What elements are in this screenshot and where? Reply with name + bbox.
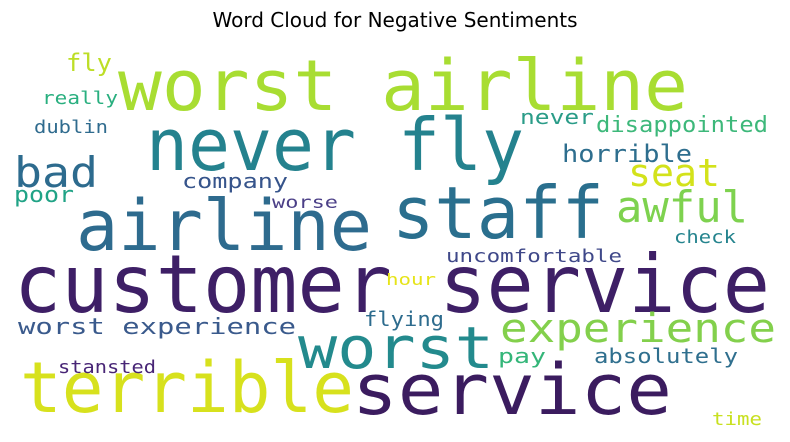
- cloud-word-staff: staff: [392, 171, 604, 255]
- cloud-word-really: really: [42, 88, 118, 109]
- cloud-word-dublin: dublin: [34, 117, 108, 138]
- cloud-word-never: never: [520, 105, 594, 129]
- cloud-word-hour: hour: [386, 270, 436, 289]
- cloud-word-worse: worse: [272, 193, 338, 213]
- cloud-word-horrible: horrible: [562, 140, 692, 168]
- cloud-word-pay: pay: [498, 344, 546, 368]
- cloud-word-stansted: stansted: [58, 357, 156, 378]
- cloud-word-customer-service: customer service: [14, 238, 770, 331]
- cloud-word-terrible: terrible: [20, 347, 354, 429]
- cloud-word-worst-airline: worst airline: [118, 45, 688, 127]
- cloud-word-never-fly: never fly: [146, 103, 524, 187]
- cloud-word-check: check: [674, 227, 736, 248]
- cloud-word-flying: flying: [364, 307, 444, 331]
- cloud-word-time: time: [712, 409, 762, 430]
- cloud-word-bad: bad: [14, 148, 98, 197]
- figure-title: Word Cloud for Negative Sentiments: [212, 8, 578, 32]
- cloud-word-worst: worst: [298, 314, 494, 382]
- cloud-word-uncomfortable: uncomfortable: [446, 246, 622, 267]
- cloud-word-experience: experience: [500, 306, 776, 352]
- cloud-word-seat: seat: [628, 151, 720, 195]
- cloud-word-service: service: [352, 349, 672, 431]
- cloud-word-poor: poor: [14, 183, 74, 208]
- cloud-word-disappointed: disappointed: [596, 113, 768, 138]
- cloud-word-airline: airline: [76, 185, 372, 267]
- cloud-word-awful: awful: [616, 182, 748, 233]
- cloud-word-worst-experience: worst experience: [18, 315, 296, 340]
- cloud-word-company: company: [182, 169, 288, 193]
- cloud-word-absolutely: absolutely: [594, 344, 738, 368]
- cloud-word-fly: fly: [66, 49, 112, 77]
